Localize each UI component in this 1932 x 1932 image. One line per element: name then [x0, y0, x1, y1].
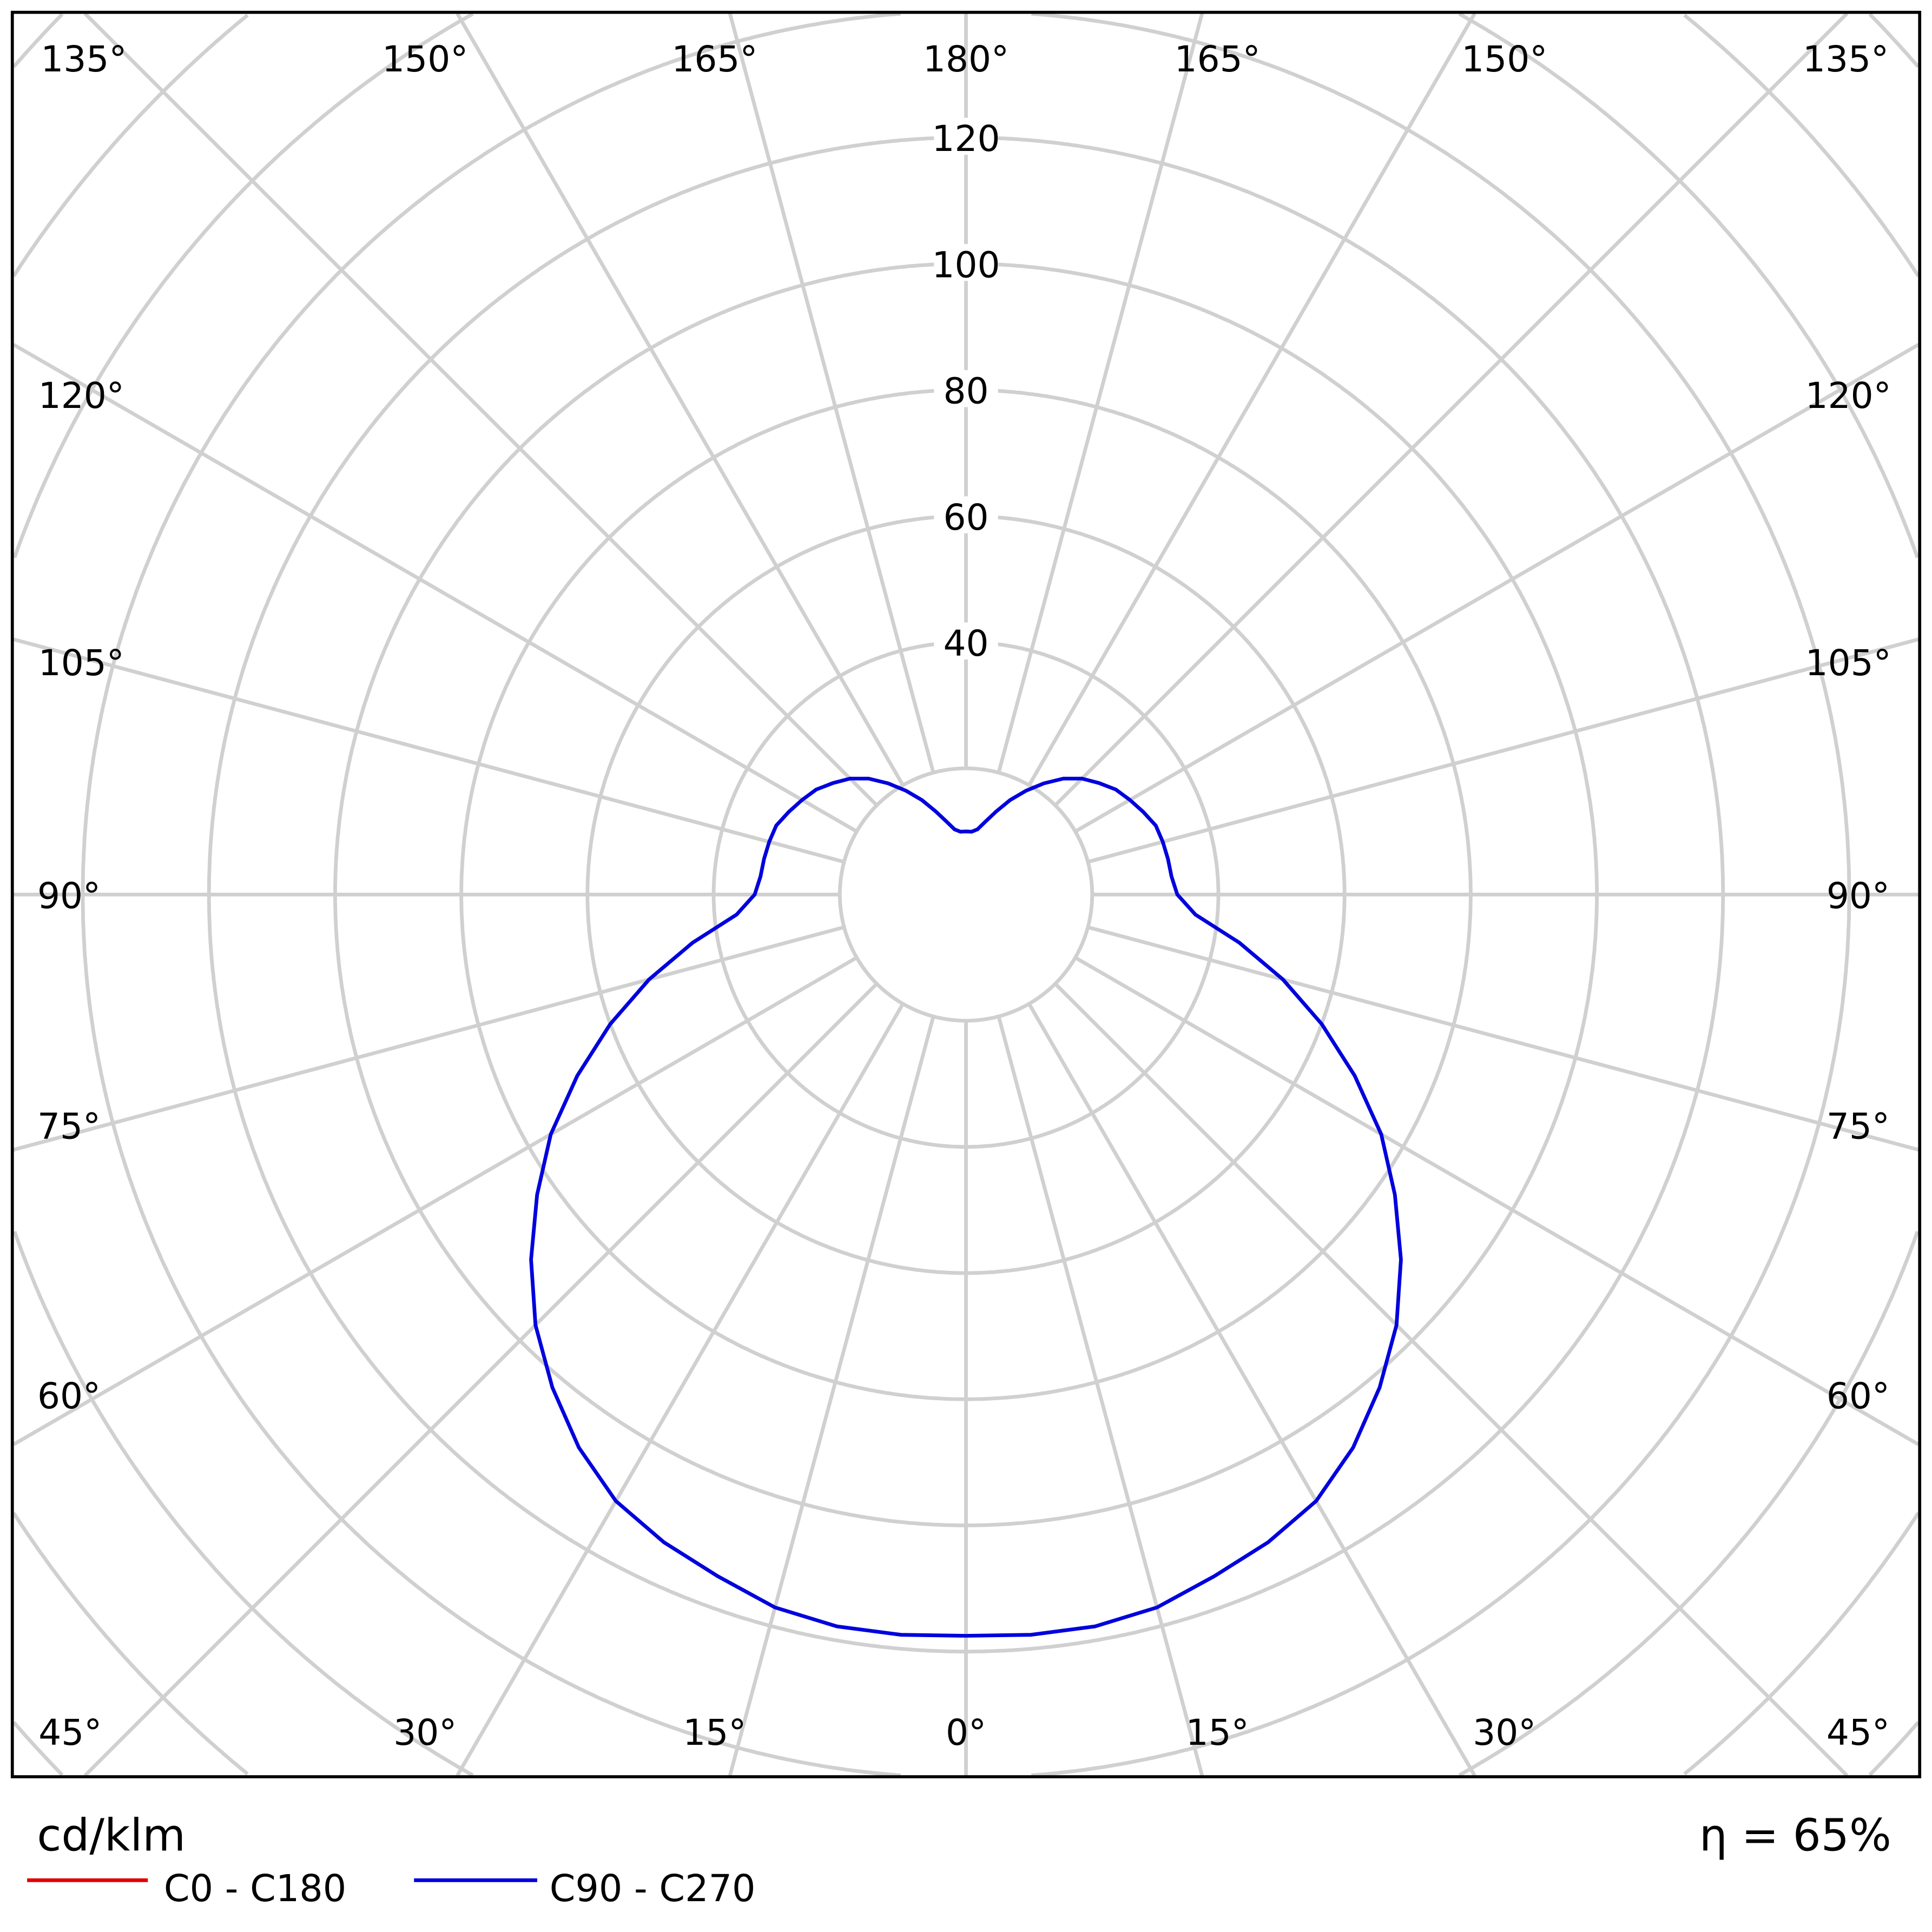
angle-label: 150° — [382, 38, 468, 80]
angle-label: 60° — [1827, 1375, 1890, 1417]
grid-spoke — [1074, 343, 1920, 833]
grid-circle — [12, 12, 1920, 1777]
angle-label: 165° — [1175, 38, 1261, 80]
angle-label: 105° — [38, 642, 124, 684]
efficiency-label: η = 65% — [1699, 1810, 1891, 1862]
series-curve — [529, 776, 1403, 1638]
grid-spoke — [728, 1016, 935, 1776]
angle-label: 75° — [1827, 1105, 1890, 1147]
grid-spoke — [456, 12, 905, 787]
radial-label-bg — [934, 117, 998, 155]
grid-spoke — [1027, 12, 1476, 787]
angle-label: 45° — [1827, 1712, 1890, 1753]
grid-spoke — [13, 925, 845, 1152]
radial-tick-labels: 40 60 80 100 120 — [932, 117, 1000, 664]
angle-label: 15° — [1186, 1712, 1249, 1753]
grid-circle — [12, 12, 1920, 1777]
radial-tick-label: 100 — [932, 244, 1000, 286]
grid-spoke — [1027, 1003, 1476, 1777]
radial-label-bg — [934, 622, 998, 660]
angle-label: 75° — [37, 1105, 101, 1147]
radial-tick-label: 60 — [943, 497, 988, 538]
angle-label: 165° — [671, 38, 757, 80]
radial-tick-label: 40 — [943, 623, 988, 664]
legend-label-c0: C0 - C180 — [164, 1868, 346, 1910]
legend-label-c90: C90 - C270 — [550, 1868, 756, 1910]
angle-labels: 45° 30° 15° 0° 15° 30° 45° 135° 150° 165… — [37, 38, 1891, 1753]
angle-label: 105° — [1805, 642, 1891, 684]
grid-circle — [838, 766, 1094, 1023]
unit-label: cd/klm — [37, 1810, 186, 1862]
radial-label-bg — [934, 370, 998, 407]
angle-label: 30° — [1473, 1712, 1536, 1753]
angle-label: 120° — [1805, 375, 1891, 417]
radial-label-bg — [934, 496, 998, 533]
curves — [529, 776, 1403, 1638]
angle-label: 135° — [41, 38, 127, 80]
angle-label: 90° — [1827, 875, 1890, 916]
grid-spoke — [728, 13, 935, 774]
grid-spoke — [83, 12, 879, 807]
grid-spoke — [997, 1016, 1204, 1776]
angle-label: 150° — [1461, 38, 1547, 80]
angle-label: 60° — [37, 1375, 101, 1417]
angle-label: 135° — [1803, 38, 1889, 80]
radial-tick-label: 80 — [943, 371, 988, 412]
grid-spoke — [1087, 637, 1919, 864]
legend: C0 - C180 C90 - C270 — [27, 1868, 756, 1910]
grid-spoke — [1074, 956, 1920, 1446]
plot-frame — [10, 10, 1922, 1778]
grid-spoke — [83, 982, 879, 1777]
angle-label: 180° — [923, 38, 1009, 80]
grid-spoke — [1053, 982, 1849, 1777]
grid-spoke — [1053, 12, 1849, 807]
radial-tick-label: 120 — [932, 118, 1000, 160]
grid-spoke — [997, 13, 1204, 774]
angle-label: 90° — [37, 875, 101, 916]
grid-spoke — [456, 1003, 905, 1777]
radial-label-bg — [934, 243, 998, 281]
angle-label: 45° — [38, 1712, 102, 1753]
polar-grid — [12, 12, 1920, 1777]
grid-spoke — [12, 343, 858, 833]
angle-label: 30° — [393, 1712, 457, 1753]
grid-spoke — [13, 637, 845, 864]
grid-spoke — [1087, 925, 1919, 1152]
angle-label: 120° — [38, 375, 124, 417]
angle-label: 15° — [683, 1712, 746, 1753]
grid-circle — [12, 14, 1920, 1776]
grid-spoke — [12, 956, 858, 1446]
angle-label: 0° — [946, 1712, 986, 1753]
